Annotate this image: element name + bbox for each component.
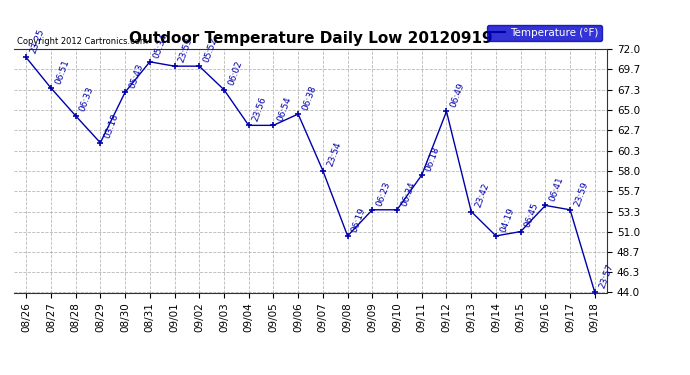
Text: 03:18: 03:18	[103, 113, 120, 140]
Text: 23:59: 23:59	[573, 180, 590, 207]
Text: Copyright 2012 Cartronics.com: Copyright 2012 Cartronics.com	[17, 38, 148, 46]
Text: 06:49: 06:49	[449, 81, 466, 109]
Text: 05:34: 05:34	[152, 32, 170, 59]
Text: 04:19: 04:19	[498, 206, 515, 233]
Text: 06:02: 06:02	[226, 60, 244, 87]
Text: 06:45: 06:45	[523, 202, 540, 229]
Text: 23:56: 23:56	[251, 96, 268, 123]
Text: 05:52: 05:52	[201, 36, 219, 63]
Text: 23:42: 23:42	[474, 182, 491, 209]
Text: 23:54: 23:54	[326, 141, 342, 168]
Legend: Temperature (°F): Temperature (°F)	[486, 25, 602, 41]
Text: 05:43: 05:43	[128, 62, 145, 90]
Text: 06:33: 06:33	[78, 86, 95, 113]
Text: 23:25: 23:25	[29, 28, 46, 55]
Title: Outdoor Temperature Daily Low 20120919: Outdoor Temperature Daily Low 20120919	[129, 31, 492, 46]
Text: 06:34: 06:34	[400, 180, 417, 207]
Text: 06:51: 06:51	[53, 58, 70, 86]
Text: 23:59: 23:59	[177, 36, 195, 63]
Text: 06:18: 06:18	[424, 145, 442, 172]
Text: 06:54: 06:54	[276, 96, 293, 123]
Text: 06:23: 06:23	[375, 180, 392, 207]
Text: 06:19: 06:19	[350, 206, 367, 233]
Text: 06:38: 06:38	[301, 84, 318, 111]
Text: 06:41: 06:41	[548, 176, 565, 203]
Text: 23:57: 23:57	[598, 262, 615, 290]
